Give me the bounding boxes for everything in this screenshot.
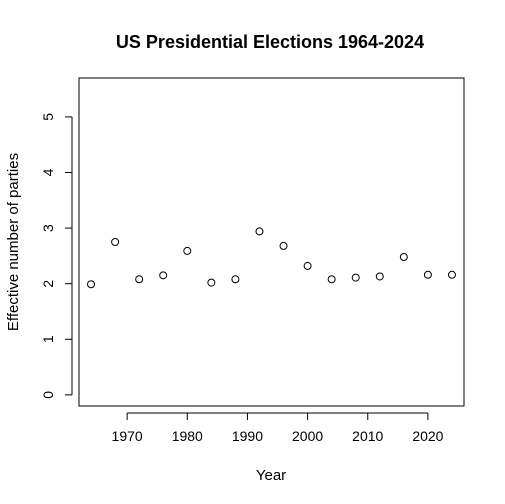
data-point	[87, 280, 96, 289]
y-tick-label: 1	[40, 335, 56, 343]
data-point	[351, 273, 360, 282]
data-point	[207, 278, 216, 287]
data-point	[399, 253, 408, 262]
y-axis: 0 1 2 3 4 5	[40, 113, 73, 399]
data-point	[327, 275, 336, 284]
data-point	[447, 270, 456, 279]
y-tick-label: 0	[40, 391, 56, 399]
data-point	[303, 261, 312, 270]
data-point	[135, 275, 144, 284]
y-tick-label: 5	[40, 113, 56, 121]
x-axis-label: Year	[256, 467, 286, 484]
data-point	[423, 270, 432, 279]
y-axis-label: Effective number of parties	[5, 153, 22, 331]
y-tick-label: 4	[40, 168, 56, 176]
chart-title: US Presidential Elections 1964-2024	[116, 32, 424, 52]
data-point	[375, 272, 384, 281]
x-tick-label: 1980	[172, 428, 203, 444]
x-tick-label: 2000	[292, 428, 323, 444]
data-point	[111, 238, 120, 246]
x-axis: 1970 1980 1990 2000 2010 2020	[112, 412, 444, 444]
y-tick-label: 3	[40, 224, 56, 232]
data-point	[183, 246, 192, 255]
plot-frame	[78, 77, 465, 407]
data-point	[231, 275, 240, 284]
x-tick-label: 2020	[412, 428, 443, 444]
x-tick-label: 1990	[232, 428, 263, 444]
x-tick-label: 2010	[352, 428, 383, 444]
data-point	[159, 271, 168, 280]
data-point	[279, 241, 288, 250]
x-tick-label: 1970	[112, 428, 143, 444]
data-point	[255, 227, 264, 236]
data-points	[87, 227, 456, 289]
y-tick-label: 2	[40, 280, 56, 288]
